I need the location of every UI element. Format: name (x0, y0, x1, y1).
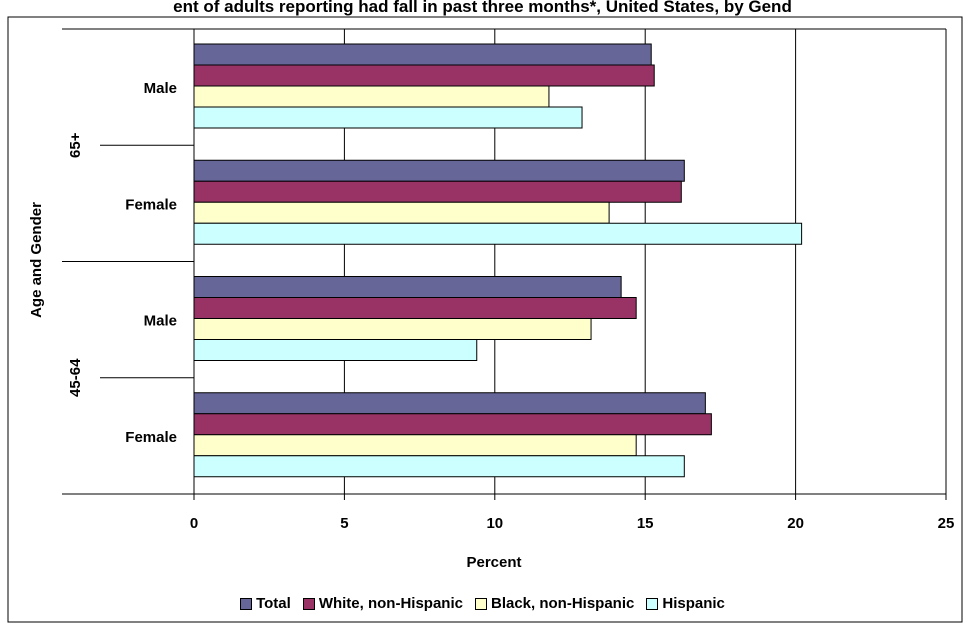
legend-swatch (302, 597, 315, 610)
legend-label: White, non-Hispanic (318, 595, 463, 612)
age-group-label: 65+ (67, 132, 84, 158)
x-tick-label: 15 (637, 515, 654, 532)
legend-label: Total (256, 595, 291, 612)
category-label: Male (144, 313, 177, 330)
bar (193, 276, 622, 298)
bar (193, 318, 592, 340)
legend-swatch (646, 597, 659, 610)
x-tick-label: 5 (340, 515, 348, 532)
axes (62, 28, 947, 500)
bar (193, 201, 610, 224)
x-tick-label: 0 (190, 515, 198, 532)
x-tick-label: 10 (486, 515, 503, 532)
y-category-labels: Male Female Male Female 65+ 45-64 (67, 80, 177, 446)
bar (193, 64, 655, 87)
chart-frame (7, 16, 963, 623)
bar (193, 222, 803, 245)
category-label: Female (125, 429, 177, 446)
bar (193, 159, 685, 182)
bar (193, 434, 637, 457)
bars (193, 43, 803, 478)
legend-swatch (240, 597, 253, 610)
bar (193, 297, 637, 319)
chart-title: ent of adults reporting had fall in past… (173, 0, 792, 16)
legend-item: White, non-Hispanic (302, 595, 463, 612)
age-group-label: 45-64 (67, 358, 84, 397)
x-axis-label: Percent (466, 554, 521, 571)
bar (193, 339, 478, 361)
bar (193, 413, 712, 436)
bar (193, 180, 682, 203)
bar (193, 43, 652, 66)
legend-item: Total (240, 595, 291, 612)
category-label: Female (125, 196, 177, 213)
bar (193, 455, 685, 478)
bar (193, 392, 706, 415)
legend-item: Hispanic (646, 595, 725, 612)
legend: Total White, non-Hispanic Black, non-Hispa… (0, 595, 965, 614)
legend-swatch (474, 597, 487, 610)
category-label: Male (144, 80, 177, 97)
legend-item: Black, non-Hispanic (474, 595, 635, 612)
legend-label: Hispanic (662, 595, 725, 612)
x-tick-label: 25 (938, 515, 955, 532)
x-tick-labels: 0 5 10 15 20 25 (190, 515, 955, 532)
y-axis-label: Age and Gender (28, 202, 45, 318)
legend-label: Black, non-Hispanic (490, 595, 635, 612)
bar (193, 106, 583, 129)
x-tick-label: 20 (787, 515, 804, 532)
bar (193, 85, 550, 108)
